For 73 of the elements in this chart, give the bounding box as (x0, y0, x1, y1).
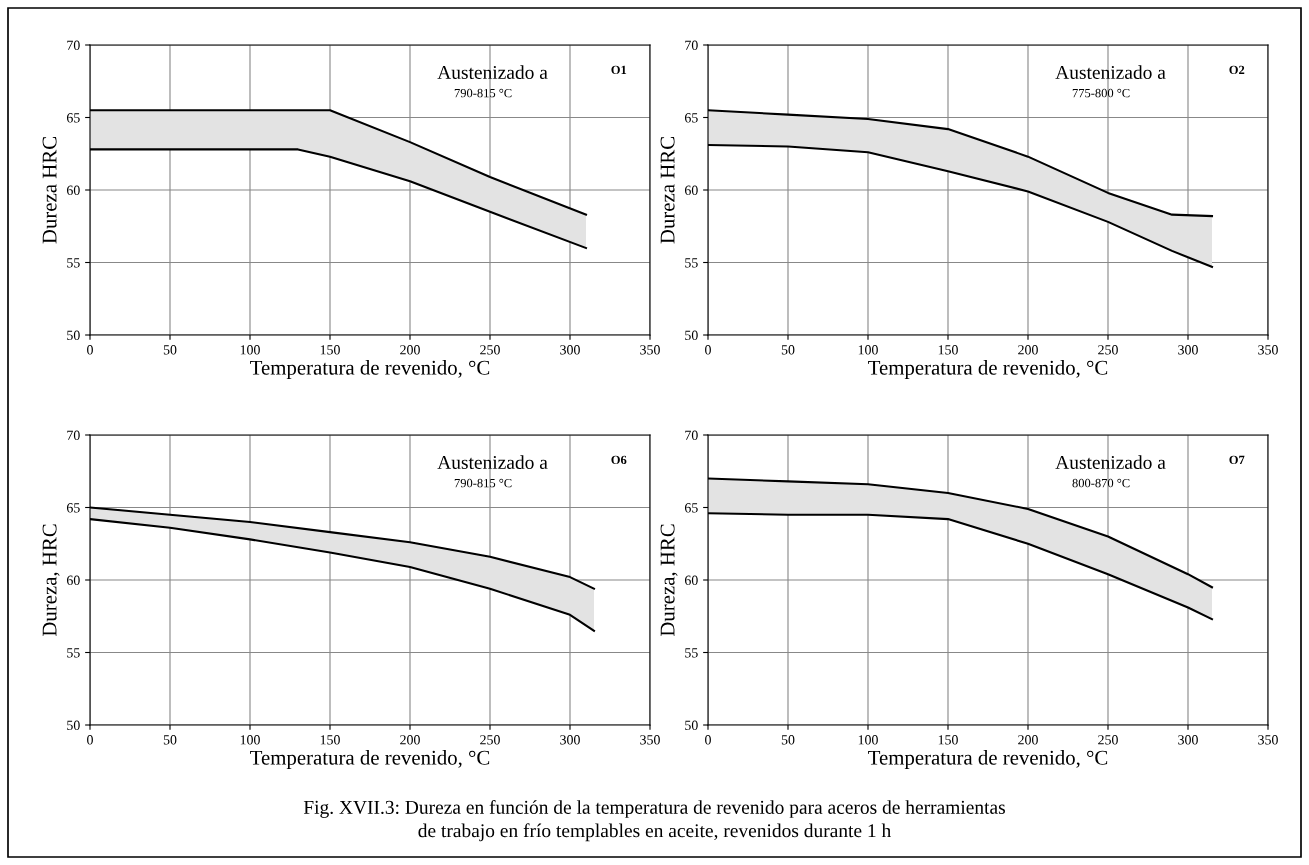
y-tick-label: 60 (684, 575, 698, 585)
y-tick-label: 70 (67, 430, 80, 440)
x-tick-label: 50 (781, 345, 795, 355)
x-tick-label: 250 (480, 345, 500, 355)
annotation: Austenizado a (1055, 455, 1166, 469)
annotation: O2 (1229, 65, 1245, 75)
x-tick-label: 200 (1018, 735, 1038, 745)
annotation: Austenizado a (437, 455, 548, 469)
y-tick-label: 70 (685, 430, 698, 440)
x-tick-label: 250 (1098, 735, 1118, 745)
x-tick-label: 150 (320, 735, 340, 745)
y-tick-label: 55 (67, 258, 80, 268)
x-tick-label: 0 (705, 345, 711, 355)
y-tick-label: 55 (67, 648, 80, 658)
y-tick-label: 70 (685, 40, 698, 50)
x-tick-label: 350 (1258, 735, 1278, 745)
annotation: Austenizado a (1055, 65, 1166, 79)
x-tick-label: 200 (1018, 345, 1038, 355)
y-tick-label: 65 (66, 113, 80, 123)
annotation: 800-870 °C (1072, 478, 1130, 488)
x-tick-label: 200 (400, 735, 420, 745)
y-tick-label: 50 (67, 330, 80, 340)
annotation: O1 (611, 65, 627, 75)
x-tick-label: 50 (781, 735, 795, 745)
annotation: Austenizado a (437, 65, 548, 79)
y-tick-label: 50 (685, 720, 698, 730)
x-tick-label: 50 (163, 345, 177, 355)
y-tick-label: 70 (67, 40, 80, 50)
x-tick-label: 0 (705, 735, 711, 745)
x-tick-label: 250 (1098, 345, 1118, 355)
text: Fig. XVII.3: Dureza en función de la temperatura de revenido para aceros de herramientas de trabajo en frío templables en aceite, revenidos durante 1 h (303, 800, 1005, 842)
x-tick-label: 150 (938, 735, 958, 745)
x-tick-label: 50 (163, 735, 177, 745)
annotation: 775-800 °C (1072, 88, 1130, 98)
x-tick-label: 350 (640, 345, 660, 355)
y-tick-label: 65 (684, 503, 698, 513)
annotation: 790-815 °C (454, 478, 512, 488)
x-tick-label: 300 (560, 345, 580, 355)
x-tick-label: 350 (640, 735, 660, 745)
y-tick-label: 55 (685, 648, 698, 658)
annotation: O7 (1229, 455, 1245, 465)
x-axis-title: Temperatura de revenido, °C (868, 360, 1108, 379)
y-tick-label: 65 (66, 503, 80, 513)
x-tick-label: 100 (240, 345, 260, 355)
x-tick-label: 150 (320, 345, 340, 355)
x-tick-label: 0 (87, 735, 93, 745)
y-axis-title: Dureza HRC (660, 137, 675, 244)
x-tick-label: 300 (1178, 735, 1198, 745)
x-tick-label: 150 (938, 345, 958, 355)
x-tick-label: 250 (480, 735, 500, 745)
y-axis-title: Dureza, HRC (42, 524, 60, 637)
x-axis-title: Temperatura de revenido, °C (250, 360, 490, 379)
x-axis-title: Temperatura de revenido, °C (250, 750, 490, 769)
y-axis-title: Dureza HRC (42, 137, 57, 244)
x-tick-label: 100 (240, 735, 260, 745)
y-tick-label: 55 (685, 258, 698, 268)
x-tick-label: 100 (858, 735, 878, 745)
x-tick-label: 300 (560, 735, 580, 745)
x-tick-label: 350 (1258, 345, 1278, 355)
y-tick-label: 60 (66, 185, 80, 195)
x-tick-label: 200 (400, 345, 420, 355)
x-tick-label: 0 (87, 345, 93, 355)
y-tick-label: 60 (684, 185, 698, 195)
x-tick-label: 100 (858, 345, 878, 355)
y-tick-label: 50 (685, 330, 698, 340)
x-axis-title: Temperatura de revenido, °C (868, 750, 1108, 769)
y-tick-label: 60 (66, 575, 80, 585)
annotation: O6 (611, 455, 627, 465)
x-tick-label: 300 (1178, 345, 1198, 355)
annotation: 790-815 °C (454, 88, 512, 98)
y-tick-label: 65 (684, 113, 698, 123)
y-tick-label: 50 (67, 720, 80, 730)
y-axis-title: Dureza, HRC (660, 524, 678, 637)
